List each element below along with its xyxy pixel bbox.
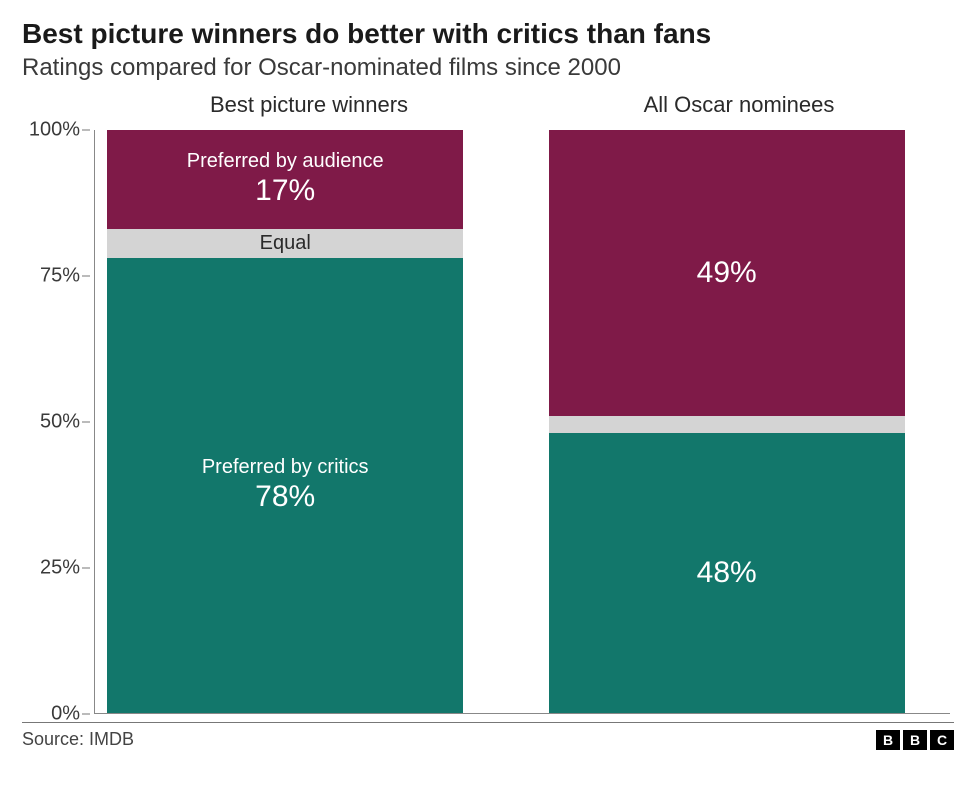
bar-segment-equal: Equal bbox=[107, 229, 463, 258]
segment-label: Preferred by audience bbox=[187, 150, 384, 173]
segment-label: Preferred by critics bbox=[202, 456, 369, 479]
footer: Source: IMDB BBC bbox=[22, 722, 954, 750]
segment-value: 78% bbox=[255, 479, 315, 515]
segment-value: 49% bbox=[697, 255, 757, 291]
panel: 49% 48% bbox=[537, 130, 951, 713]
bar-segment-critics: Preferred by critics78% bbox=[107, 258, 463, 713]
chart-subtitle: Ratings compared for Oscar-nominated fil… bbox=[22, 54, 954, 82]
plot-wrap: 0%25%50%75%100% Preferred by audience17%… bbox=[22, 130, 954, 714]
y-tick-label: 0% bbox=[51, 703, 80, 726]
y-tick-label: 25% bbox=[40, 557, 80, 580]
bar-segment-critics: 48% bbox=[549, 433, 905, 713]
segment-label: Equal bbox=[260, 232, 311, 255]
panel-title: Best picture winners bbox=[94, 92, 524, 130]
segment-value: 17% bbox=[255, 173, 315, 209]
stacked-bar: 49% 48% bbox=[549, 130, 905, 713]
bar-segment-audience: Preferred by audience17% bbox=[107, 130, 463, 229]
chart-area: Best picture winnersAll Oscar nominees 0… bbox=[22, 92, 954, 714]
panel-title: All Oscar nominees bbox=[524, 92, 954, 130]
y-tick-mark bbox=[82, 714, 90, 715]
y-tick-mark bbox=[82, 422, 90, 423]
y-tick-label: 50% bbox=[40, 411, 80, 434]
y-axis: 0%25%50%75%100% bbox=[22, 130, 94, 714]
panel-titles: Best picture winnersAll Oscar nominees bbox=[94, 92, 954, 130]
bbc-logo-box: B bbox=[876, 730, 900, 750]
panels: Preferred by audience17% Equal Preferred b… bbox=[95, 130, 950, 713]
bbc-logo-box: C bbox=[930, 730, 954, 750]
bar-segment-equal bbox=[549, 416, 905, 433]
plot: Preferred by audience17% Equal Preferred b… bbox=[94, 130, 950, 714]
y-tick-mark bbox=[82, 568, 90, 569]
source-text: Source: IMDB bbox=[22, 729, 134, 750]
chart-title: Best picture winners do better with crit… bbox=[22, 18, 954, 50]
segment-value: 48% bbox=[697, 555, 757, 591]
stacked-bar: Preferred by audience17% Equal Preferred b… bbox=[107, 130, 463, 713]
bar-segment-audience: 49% bbox=[549, 130, 905, 416]
y-tick-label: 100% bbox=[29, 119, 80, 142]
panel: Preferred by audience17% Equal Preferred b… bbox=[95, 130, 509, 713]
y-tick-mark bbox=[82, 130, 90, 131]
bbc-logo: BBC bbox=[876, 730, 954, 750]
bbc-logo-box: B bbox=[903, 730, 927, 750]
y-tick-label: 75% bbox=[40, 265, 80, 288]
y-tick-mark bbox=[82, 276, 90, 277]
